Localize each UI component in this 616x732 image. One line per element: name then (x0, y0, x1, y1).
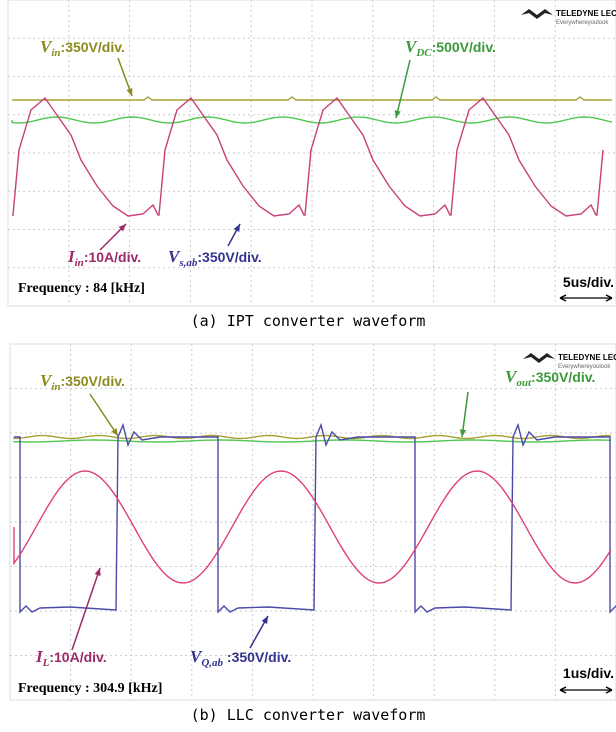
label-scale: :10A/div. (49, 649, 106, 665)
logo-tagline: Everywhereyoulook (556, 20, 609, 26)
label-subscript: DC (415, 47, 432, 59)
label-subscript: in (75, 257, 84, 269)
label-subscript: in (51, 47, 60, 59)
frequency: Frequency : 84 [kHz] (18, 281, 145, 296)
caption: (a) IPT converter waveform (191, 312, 426, 330)
label-scale: :10A/div. (84, 249, 141, 265)
logo-brand: TELEDYNE LECROY (556, 9, 616, 18)
label-scale: :350V/div. (531, 369, 595, 385)
label-subscript: s,ab (178, 257, 198, 269)
label-scale: :350V/div. (61, 373, 125, 389)
label-scale: :350V/div. (61, 39, 125, 55)
label-scale: :350V/div. (223, 649, 291, 665)
label-scale: :350V/div. (197, 249, 261, 265)
label-subscript: in (51, 381, 60, 393)
caption: (b) LLC converter waveform (191, 706, 426, 724)
timebase: 1us/div. (563, 665, 614, 681)
label-subscript: Q,ab (201, 657, 223, 669)
logo-brand: TELEDYNE LECROY (558, 353, 616, 362)
figure: TELEDYNE LECROYEverywhereyoulookVin:350V… (0, 0, 616, 732)
label-scale: :500V/div. (432, 39, 496, 55)
frequency: Frequency : 304.9 [kHz] (18, 681, 162, 696)
timebase: 5us/div. (563, 274, 614, 290)
label-subscript: out (516, 377, 532, 389)
